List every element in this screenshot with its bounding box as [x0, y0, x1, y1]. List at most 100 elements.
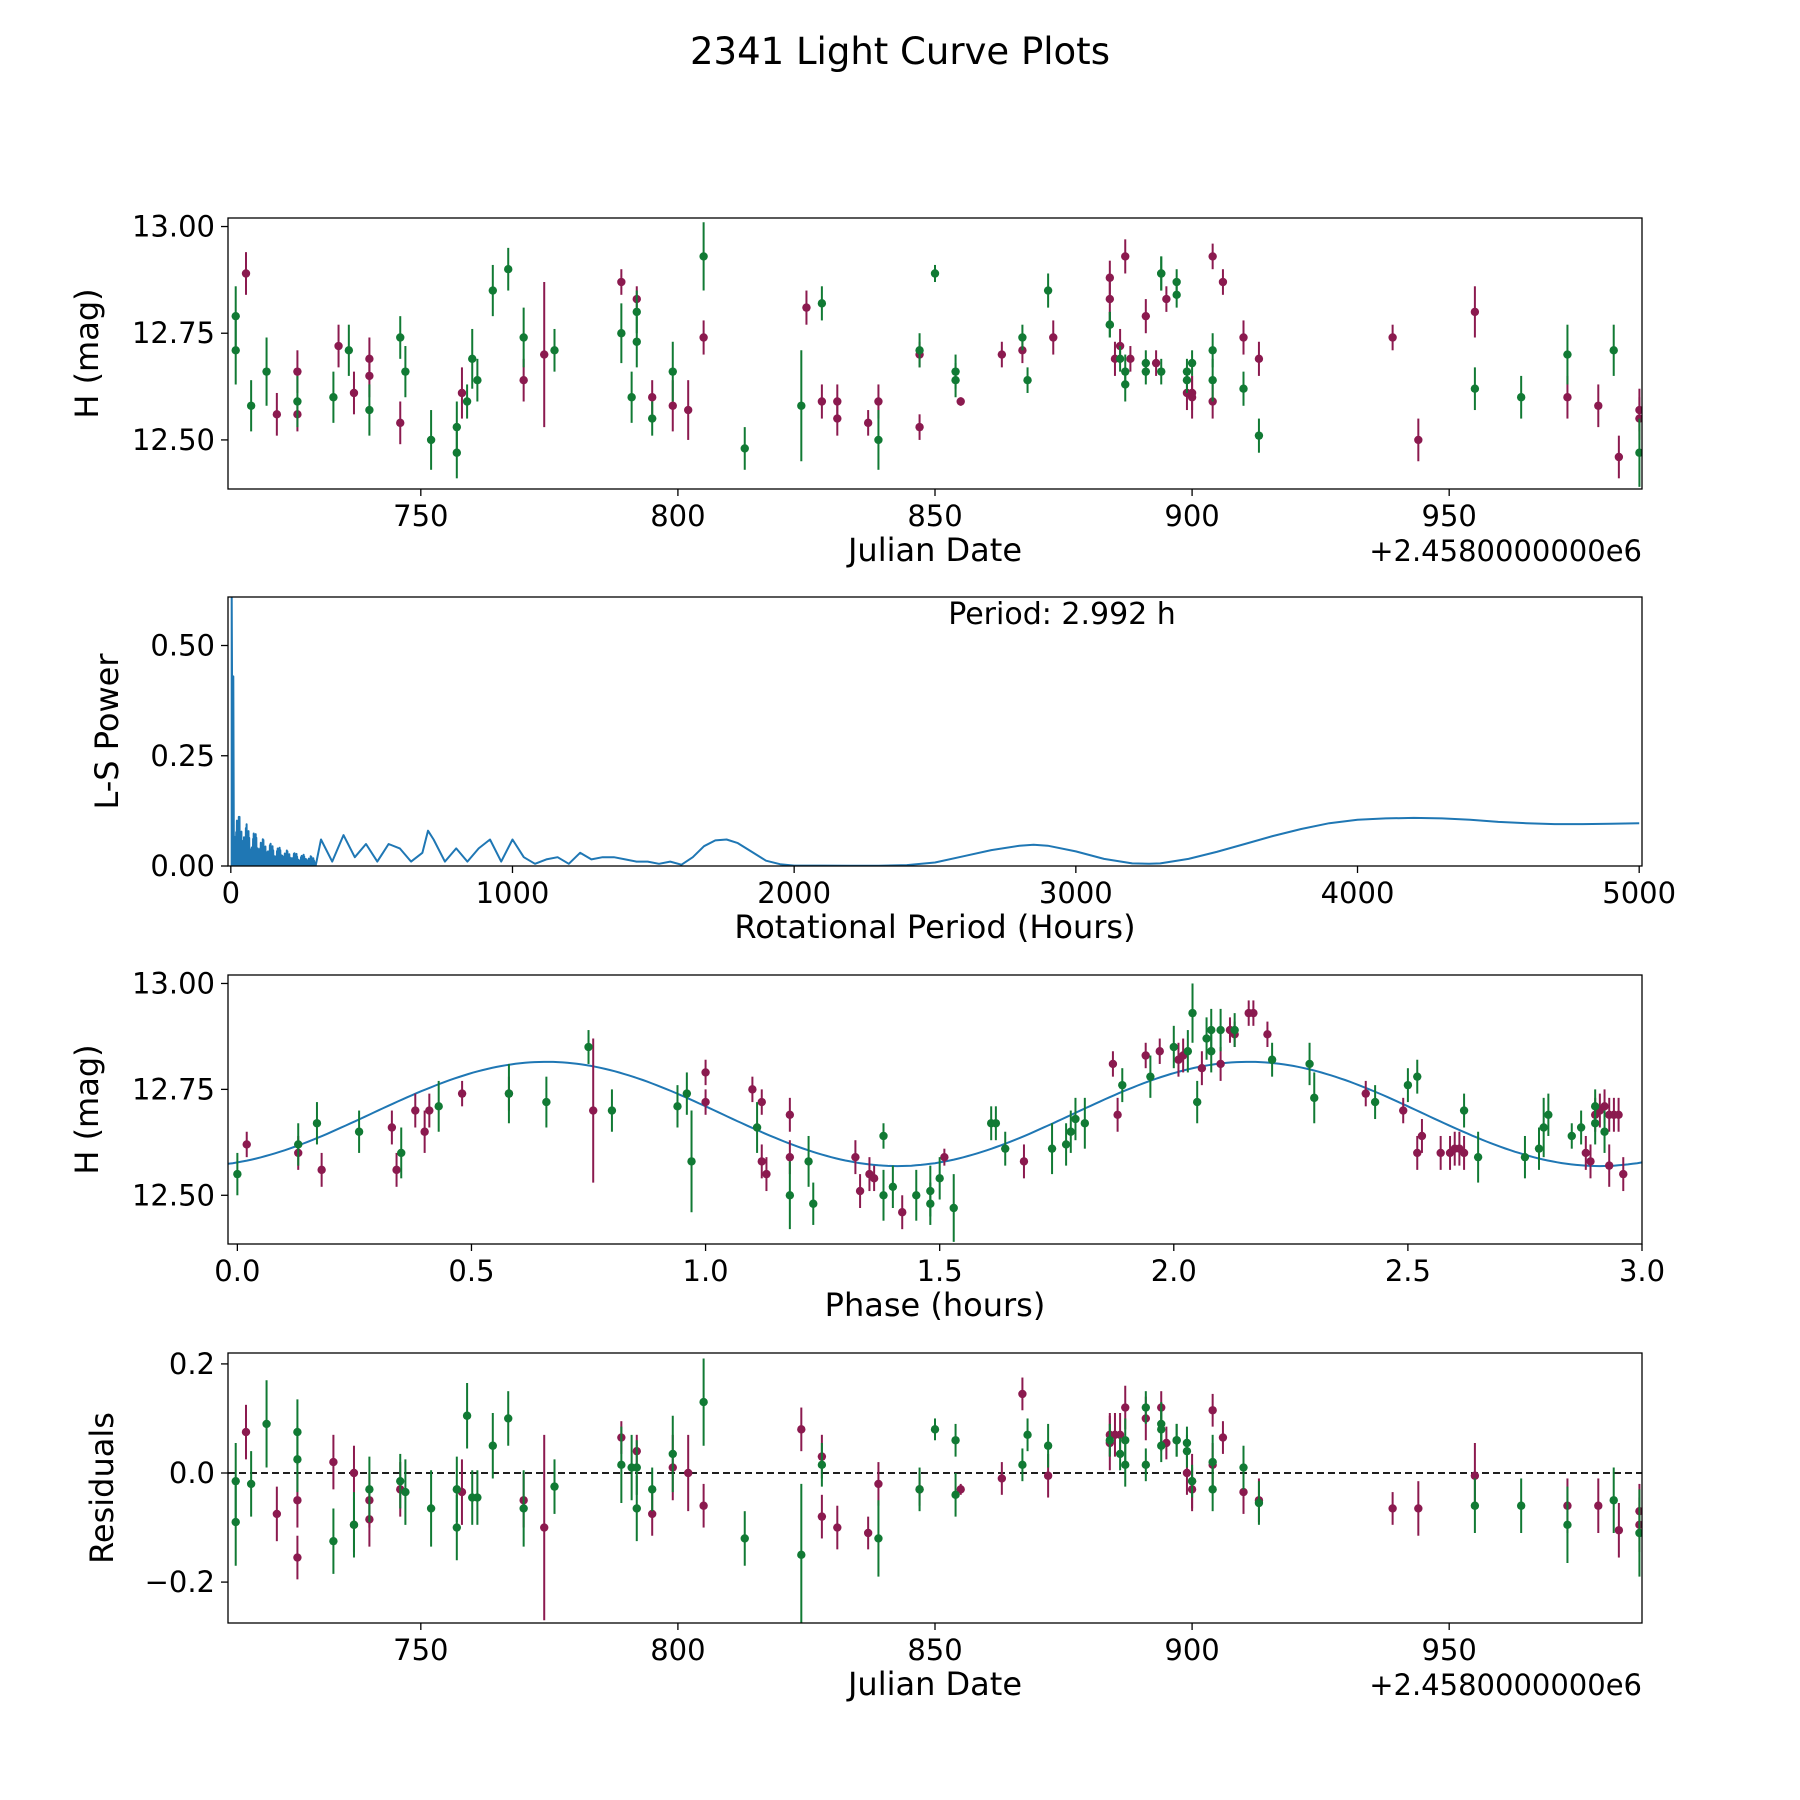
red-marker — [1249, 1008, 1258, 1018]
green-data-point — [519, 307, 528, 368]
red-marker — [1121, 1403, 1130, 1412]
green-data-point — [1047, 1123, 1057, 1175]
green-data-point — [699, 222, 708, 291]
red-data-point — [683, 1434, 693, 1512]
green-marker — [1635, 448, 1642, 457]
red-marker — [329, 1457, 338, 1467]
green-marker — [233, 1169, 242, 1179]
y-axis-label: L-S Power — [88, 653, 126, 810]
green-data-point — [1080, 1097, 1090, 1149]
red-marker — [272, 1509, 282, 1519]
red-data-point — [1614, 1503, 1624, 1558]
y-tick-label: 0.00 — [150, 849, 215, 883]
green-data-point — [1459, 1093, 1469, 1128]
green-marker — [817, 1460, 827, 1470]
green-marker — [1576, 1123, 1586, 1132]
green-data-point — [294, 1123, 303, 1166]
red-data-point — [1218, 1421, 1228, 1454]
periodogram-line — [230, 597, 1640, 866]
red-marker — [1399, 1106, 1408, 1115]
green-marker — [1216, 1025, 1225, 1035]
green-data-point — [1520, 1135, 1530, 1179]
green-data-point — [473, 358, 482, 402]
red-data-point — [874, 1462, 883, 1506]
green-marker — [584, 1042, 593, 1052]
axes-frame — [227, 1352, 1643, 1624]
green-marker — [1635, 1528, 1642, 1538]
red-data-point — [1263, 1021, 1272, 1048]
red-marker — [1459, 1148, 1469, 1158]
green-data-point — [1192, 1080, 1202, 1124]
green-data-point — [874, 1500, 883, 1577]
red-data-point — [851, 1140, 860, 1175]
green-data-point — [1118, 1068, 1127, 1103]
green-data-point — [1188, 983, 1197, 1043]
green-data-point — [1600, 1110, 1609, 1153]
green-marker — [607, 1106, 617, 1115]
red-marker — [1105, 294, 1115, 304]
green-data-point — [233, 1152, 242, 1196]
red-data-point — [757, 1089, 766, 1115]
red-marker — [293, 1553, 302, 1562]
green-marker — [397, 1148, 406, 1158]
red-marker — [1614, 1110, 1623, 1119]
x-offset-label: +2.4580000000e6 — [1369, 534, 1642, 568]
green-marker — [1208, 1485, 1217, 1494]
green-data-point — [1141, 1448, 1151, 1482]
green-data-point — [1208, 1434, 1217, 1490]
green-marker — [951, 375, 960, 385]
green-marker — [504, 1089, 514, 1098]
red-data-point — [540, 1434, 549, 1621]
red-data-point — [785, 1097, 795, 1132]
green-marker — [468, 354, 477, 364]
green-marker — [262, 367, 271, 376]
green-marker — [1473, 1152, 1483, 1162]
red-data-point — [242, 1131, 251, 1158]
green-data-point — [809, 1182, 818, 1225]
red-marker — [334, 341, 343, 351]
green-marker — [1157, 269, 1166, 278]
red-data-point — [683, 380, 693, 440]
green-data-point — [473, 1470, 482, 1525]
green-marker — [1183, 1047, 1193, 1056]
red-data-point — [898, 1195, 907, 1230]
green-data-point — [349, 1492, 359, 1558]
green-marker — [740, 444, 749, 453]
red-marker — [1361, 1089, 1370, 1098]
red-marker — [1043, 1471, 1053, 1480]
red-marker — [797, 1425, 806, 1434]
green-marker — [329, 393, 338, 402]
red-marker — [683, 1468, 693, 1478]
red-marker — [1239, 1487, 1248, 1497]
green-data-point — [879, 1169, 888, 1221]
green-marker — [930, 269, 940, 278]
red-marker — [833, 414, 842, 423]
red-marker — [1208, 1406, 1217, 1415]
red-data-point — [1619, 1157, 1628, 1192]
green-data-point — [1043, 273, 1053, 308]
red-data-point — [1361, 1080, 1370, 1107]
red-data-point — [589, 1038, 598, 1183]
red-marker — [1126, 354, 1135, 364]
green-marker — [1534, 1144, 1544, 1153]
green-marker — [1544, 1110, 1553, 1119]
green-data-point — [1305, 1042, 1314, 1086]
red-marker — [1151, 358, 1161, 368]
green-data-point — [1516, 1478, 1526, 1533]
red-data-point — [1151, 350, 1161, 376]
red-marker — [1594, 1501, 1603, 1510]
red-marker — [411, 1106, 420, 1115]
y-axis-label: H (mag) — [68, 1044, 106, 1174]
green-marker — [293, 1455, 302, 1464]
green-data-point — [1534, 1127, 1544, 1170]
red-marker — [1414, 435, 1423, 445]
green-data-point — [1544, 1093, 1553, 1136]
red-marker — [1417, 1131, 1427, 1141]
red-data-point — [1605, 1144, 1614, 1187]
red-marker — [1470, 307, 1480, 317]
green-data-point — [1172, 1423, 1181, 1457]
red-marker — [1414, 1504, 1423, 1513]
x-tick-label: 750 — [393, 1633, 448, 1667]
red-data-point — [387, 1110, 397, 1145]
green-data-point — [817, 286, 827, 321]
